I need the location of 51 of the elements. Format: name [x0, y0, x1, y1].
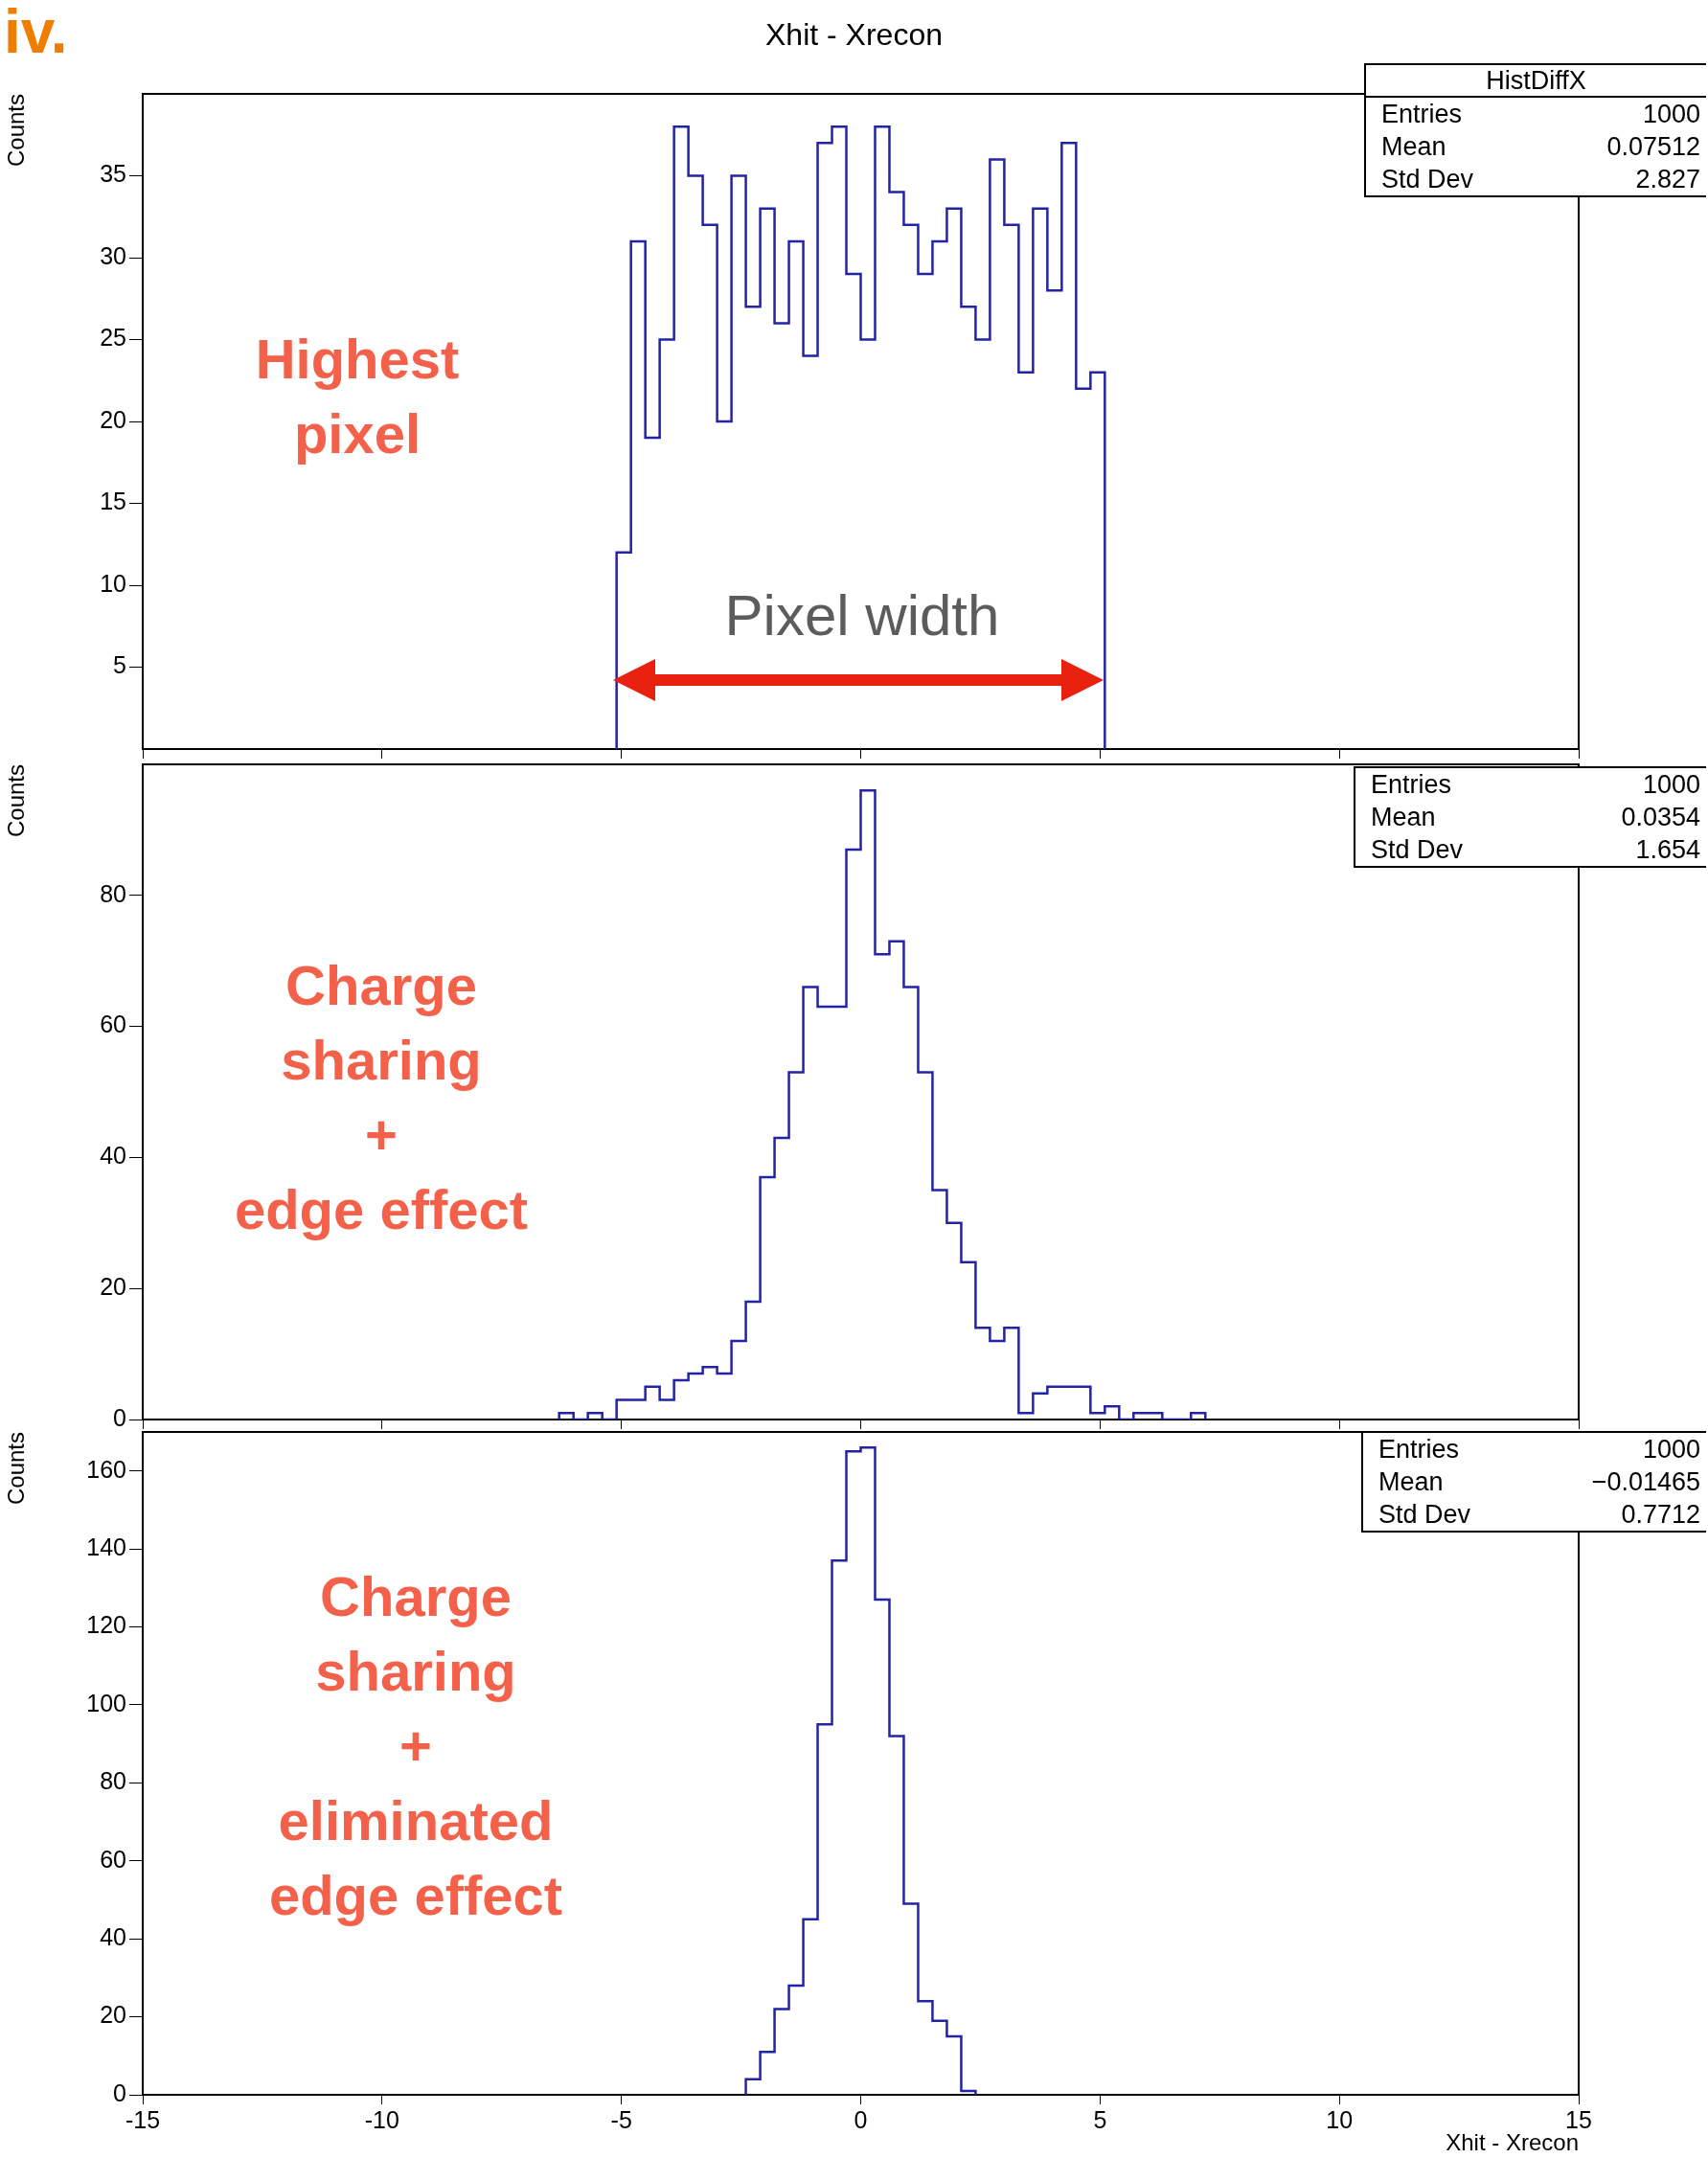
y-tick-label: 140 — [86, 1533, 126, 1561]
annotation: HistDiffX — [1366, 65, 1706, 98]
y-tick-label: 0 — [113, 2078, 126, 2106]
annotation: Std Dev — [1381, 164, 1474, 195]
y-tick-label: 80 — [100, 1767, 126, 1795]
y-tick-label: 15 — [100, 488, 126, 515]
stats-box: Entries 1000 Mean −0.01465 Std Dev 0.7712 — [1361, 1431, 1706, 1533]
y-tick-label: 120 — [86, 1611, 126, 1639]
text: iv. — [4, 0, 69, 67]
stats-box: Entries 1000 Mean 0.0354 Std Dev 1.654 — [1354, 766, 1706, 868]
annotation: Highest pixel — [254, 327, 461, 466]
annotation: Mean — [1381, 131, 1446, 163]
annotation: Charge sharing + eliminated edge effect — [267, 1564, 564, 1928]
x-tick-label: -10 — [364, 2105, 399, 2133]
annotation: Entries — [1381, 99, 1463, 130]
y-tick-label: 30 — [100, 241, 126, 269]
y-tick-label: 35 — [100, 160, 126, 188]
y-tick-label: 5 — [113, 651, 126, 679]
x-tick-label: 10 — [1326, 2105, 1354, 2133]
x-tick-label: -15 — [125, 2105, 161, 2133]
y-tick-label: 0 — [113, 1403, 126, 1431]
y-tick-label: 10 — [100, 569, 126, 597]
y-tick-label: 60 — [100, 1011, 126, 1038]
text: 0.07512 — [1606, 132, 1700, 161]
y-tick-label: 80 — [100, 879, 126, 907]
y-axis-title: Counts — [3, 764, 30, 838]
y-tick-label: 40 — [100, 1923, 126, 1951]
annotation: Mean — [1378, 1466, 1444, 1498]
y-tick-label: 160 — [86, 1455, 126, 1483]
y-axis-title: Counts — [3, 94, 30, 168]
y-tick-label: 25 — [100, 324, 126, 352]
chart-title: Xhit - Xrecon — [765, 17, 943, 52]
annotation: Entries — [1371, 769, 1452, 801]
y-tick-label: 20 — [100, 405, 126, 433]
annotation: Std Dev — [1378, 1499, 1471, 1531]
y-tick-label: 60 — [100, 1845, 126, 1873]
x-tick-label: -5 — [610, 2105, 632, 2133]
x-tick-label: 0 — [854, 2105, 868, 2133]
text: 2.827 — [1635, 165, 1700, 193]
annotation: Pixel width — [723, 582, 1001, 648]
y-tick-label: 100 — [86, 1689, 126, 1716]
y-tick-label: 40 — [100, 1142, 126, 1170]
annotation: Std Dev — [1371, 834, 1464, 866]
y-axis-title: Counts — [3, 1432, 30, 1506]
x-tick-label: 5 — [1093, 2105, 1107, 2133]
text: 1000 — [1642, 100, 1700, 128]
annotation: Mean — [1371, 802, 1436, 833]
annotation: Charge sharing + edge effect — [233, 953, 530, 1242]
y-tick-label: 20 — [100, 2001, 126, 2029]
annotation: Entries — [1378, 1434, 1460, 1465]
y-tick-label: 20 — [100, 1273, 126, 1301]
